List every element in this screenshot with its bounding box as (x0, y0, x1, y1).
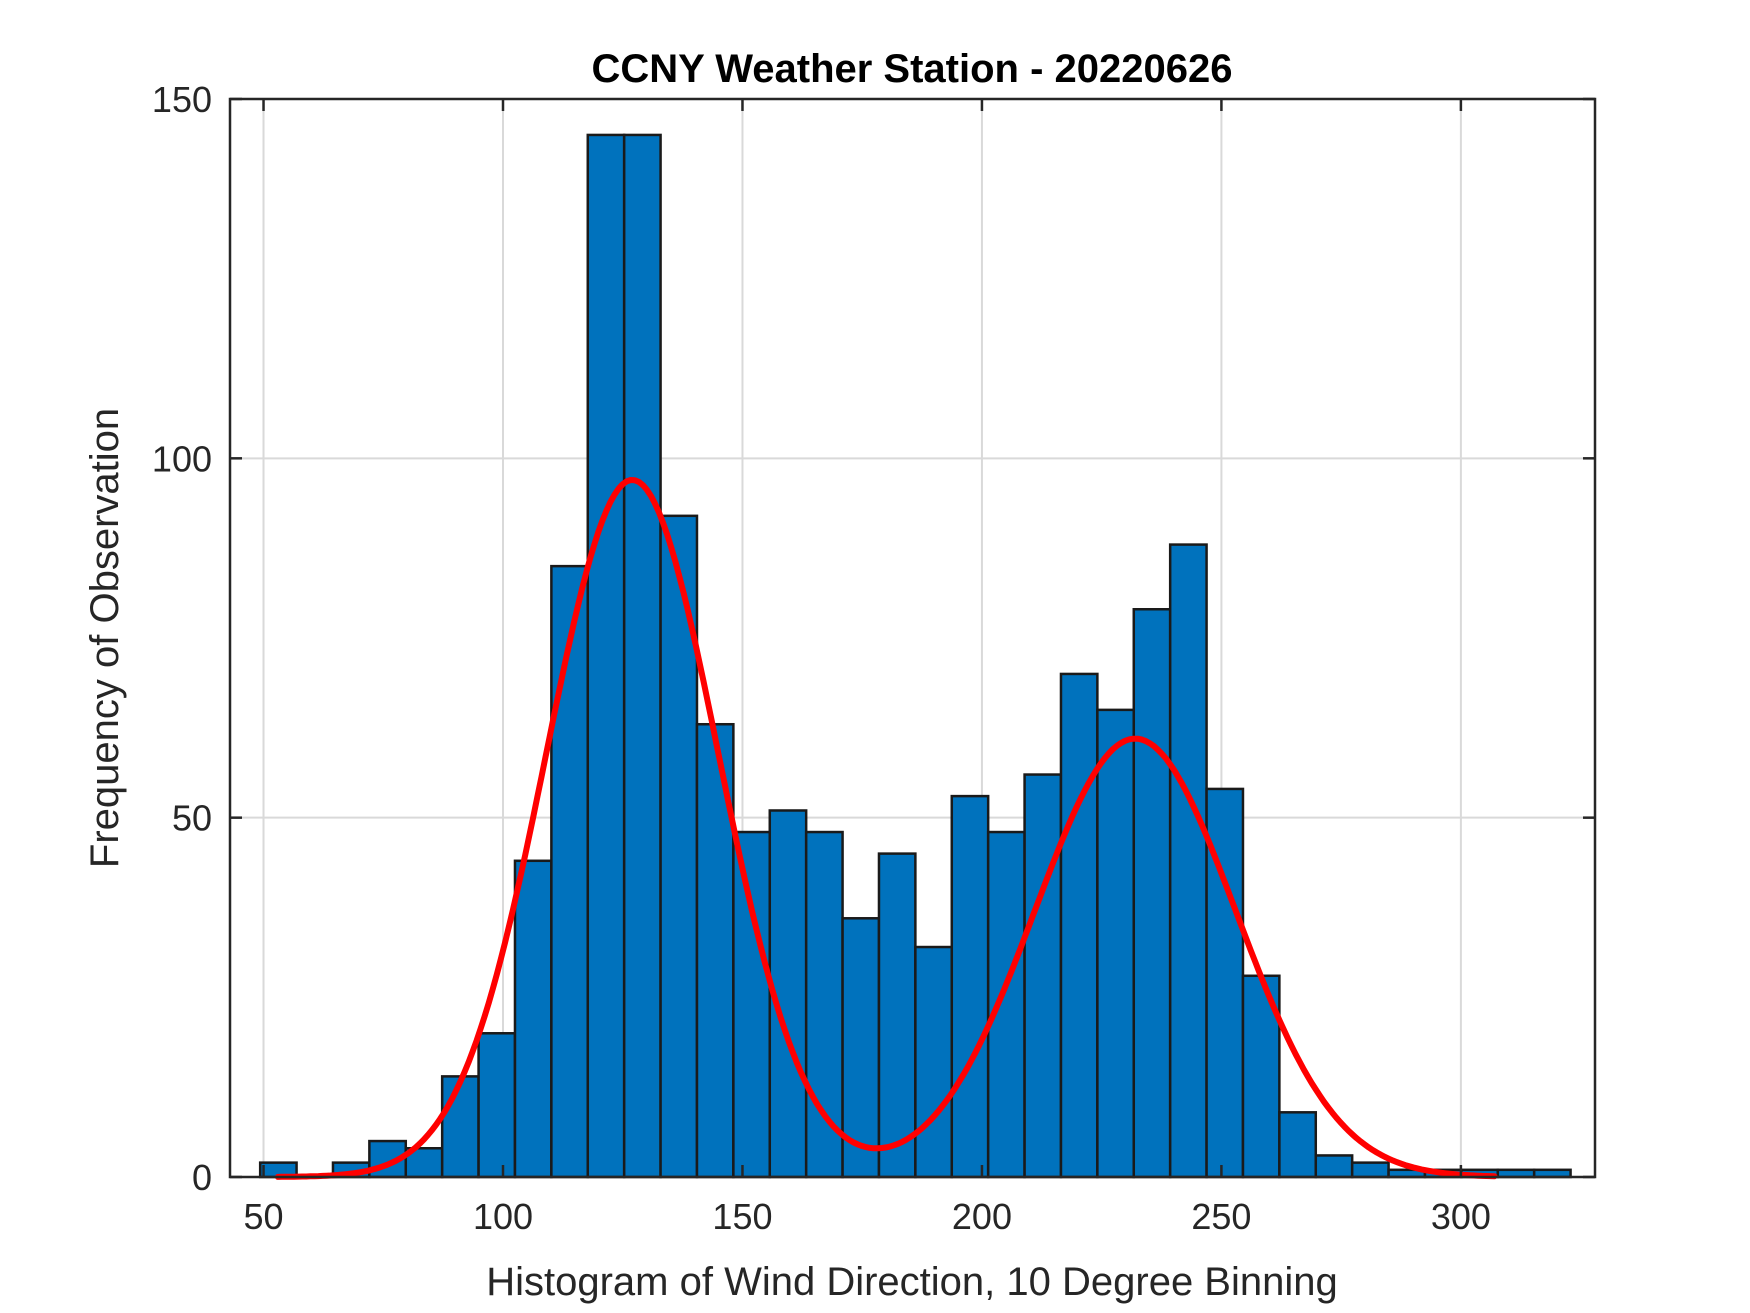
histogram-bar (914, 945, 954, 1179)
x-tick-label: 250 (1191, 1196, 1251, 1237)
histogram-bar (1059, 672, 1099, 1179)
histogram-bar (1314, 1154, 1354, 1179)
x-tick-label: 300 (1431, 1196, 1491, 1237)
y-tick-label: 100 (152, 438, 212, 479)
histogram-bar (586, 133, 626, 1179)
histogram-bar (1278, 1111, 1318, 1179)
fit-curve-line (274, 477, 1498, 1180)
x-tick-label: 50 (244, 1196, 284, 1237)
histogram-bar (1023, 773, 1063, 1179)
histogram-bar (513, 859, 553, 1179)
histogram-bar (1168, 543, 1208, 1179)
fit-curve-group (274, 477, 1498, 1180)
x-tick-label: 150 (712, 1196, 772, 1237)
histogram-bar (841, 917, 881, 1179)
histogram-bar (1096, 708, 1136, 1179)
histogram-bar (986, 830, 1026, 1179)
x-tick-label: 200 (952, 1196, 1012, 1237)
histogram-bar (732, 830, 772, 1179)
y-axis-label: Frequency of Observation (83, 408, 127, 868)
x-axis-label: Histogram of Wind Direction, 10 Degree B… (486, 1260, 1338, 1304)
y-tick-label: 0 (192, 1157, 212, 1198)
histogram-bar (877, 852, 917, 1179)
histogram-bar (440, 1075, 480, 1179)
y-tick-label: 150 (152, 79, 212, 120)
axis-ticks: 50 100 150 200 250 300 0 50 100 150 (152, 79, 1595, 1237)
histogram-bar (804, 830, 844, 1179)
histogram-bar (477, 1032, 517, 1179)
histogram-bar (1350, 1161, 1390, 1179)
histogram-bar (550, 564, 590, 1179)
histogram-bar (1132, 608, 1172, 1179)
histogram-bars (258, 133, 1572, 1179)
histogram-bar (622, 133, 662, 1179)
chart-title: CCNY Weather Station - 20220626 (592, 47, 1233, 91)
y-tick-label: 50 (172, 798, 212, 839)
histogram-bar (950, 794, 990, 1179)
axes-box (228, 97, 1597, 1179)
x-tick-label: 100 (473, 1196, 533, 1237)
